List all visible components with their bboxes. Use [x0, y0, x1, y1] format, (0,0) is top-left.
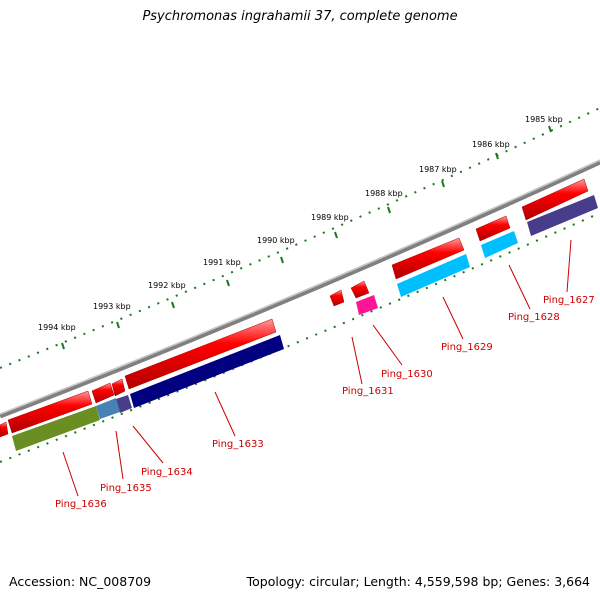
gene-label: Ping_1629 — [441, 342, 493, 353]
gene-label: Ping_1633 — [212, 439, 264, 450]
gene-arrows — [0, 178, 589, 438]
cds-bar — [130, 335, 284, 408]
ruler-label: 1986 kbp — [472, 140, 510, 149]
gene-label: Ping_1631 — [342, 386, 394, 397]
gene-arrow — [91, 382, 115, 404]
cds-bar — [397, 254, 470, 297]
outer-ruler — [0, 107, 600, 369]
ruler-label: 1990 kbp — [257, 236, 295, 245]
ruler-label: 1993 kbp — [93, 302, 131, 311]
gene-arrow — [475, 215, 511, 242]
gene-label: Ping_1630 — [381, 369, 433, 380]
cds-bar — [12, 406, 100, 451]
genome-backbone — [0, 159, 600, 419]
ruler-label: 1991 kbp — [203, 258, 241, 267]
ruler-label: 1985 kbp — [525, 115, 563, 124]
gene-arrow — [521, 178, 589, 221]
cds-bar — [356, 295, 378, 315]
gene-label: Ping_1634 — [141, 467, 193, 478]
cds-bar — [481, 231, 518, 258]
ruler-label: 1992 kbp — [148, 281, 186, 290]
gene-arrow — [7, 390, 93, 434]
label-leader-lines — [62, 239, 572, 497]
gene-arrow — [0, 421, 9, 438]
gene-arrow — [124, 318, 277, 390]
cds-bar — [527, 195, 598, 236]
genome-summary-text: Topology: circular; Length: 4,559,598 bp… — [246, 574, 590, 589]
gene-label: Ping_1628 — [508, 312, 560, 323]
gene-label: Ping_1627 — [543, 295, 595, 306]
accession-text: Accession: NC_008709 — [9, 574, 152, 589]
inner-ruler — [0, 212, 600, 463]
gene-arrow — [391, 237, 465, 280]
ruler-label: 1989 kbp — [311, 213, 349, 222]
ruler-label: 1987 kbp — [419, 165, 457, 174]
cds-bars — [12, 195, 598, 451]
gene-arrow — [350, 280, 370, 299]
ruler-label: 1994 kbp — [38, 323, 76, 332]
map-title: Psychromonas ingrahamii 37, complete gen… — [142, 9, 458, 24]
gene-labels: Ping_1627 Ping_1628 Ping_1629 Ping_1630 … — [55, 295, 595, 510]
cds-bar — [96, 398, 120, 419]
outer-ruler-major-ticks — [61, 125, 552, 350]
gene-arrow — [111, 378, 126, 397]
gene-arrow — [329, 289, 345, 307]
cds-bar — [116, 395, 132, 413]
gene-label: Ping_1636 — [55, 499, 107, 510]
ruler-label: 1988 kbp — [365, 189, 403, 198]
gene-label: Ping_1635 — [100, 483, 152, 494]
ruler-labels: 1985 kbp 1986 kbp 1987 kbp 1988 kbp 1989… — [38, 115, 563, 332]
